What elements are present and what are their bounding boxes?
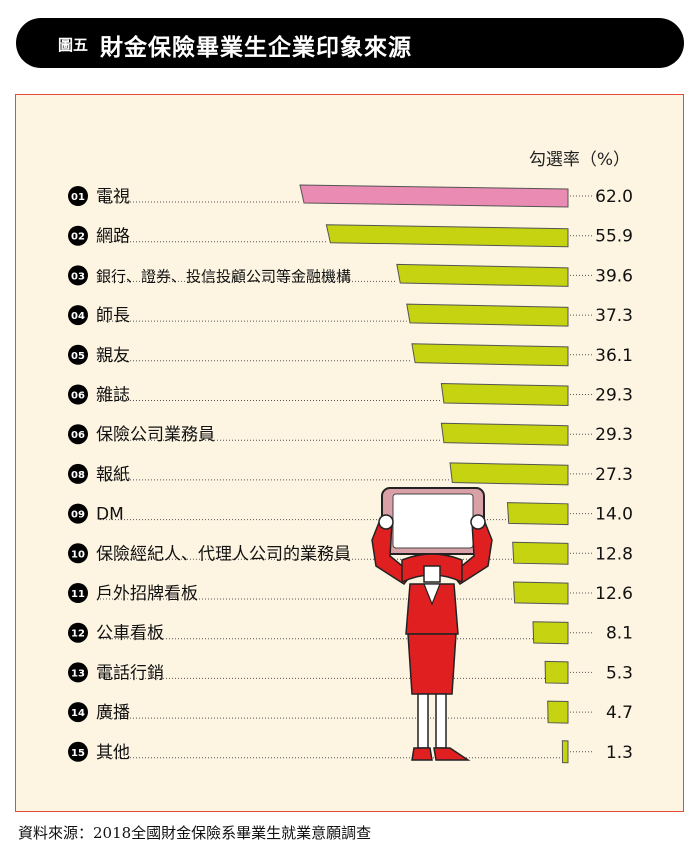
chart-panel bbox=[15, 94, 684, 812]
value-label: 14.0 bbox=[595, 505, 633, 525]
chart-row: 11 戶外招牌看板 12.6 bbox=[68, 581, 633, 605]
value-label: 39.6 bbox=[595, 266, 633, 286]
bar bbox=[449, 462, 569, 486]
rank-badge bbox=[68, 543, 88, 564]
category-label: 廣播 bbox=[96, 703, 130, 723]
bar bbox=[544, 660, 569, 684]
bar bbox=[513, 581, 569, 605]
category-label: 戶外招牌看板 bbox=[96, 584, 198, 604]
data-source-note: 資料來源：2018全國財金保險系畢業生就業意願調查 bbox=[18, 824, 372, 842]
rank-label: 09 bbox=[71, 510, 85, 521]
chart-row: 01 電視 62.0 bbox=[68, 184, 633, 208]
value-label: 27.3 bbox=[595, 465, 633, 485]
rank-label: 06 bbox=[71, 391, 85, 402]
chart-row: 08 報紙 27.3 bbox=[68, 462, 633, 486]
bar bbox=[506, 502, 569, 526]
value-label: 29.3 bbox=[595, 425, 633, 445]
value-label: 36.1 bbox=[595, 346, 633, 366]
bar bbox=[532, 621, 569, 645]
category-label: 保險經紀人、代理人公司的業務員 bbox=[96, 544, 351, 564]
rank-label: 02 bbox=[71, 232, 85, 243]
chart-row: 15 其他 1.3 bbox=[68, 740, 633, 764]
rank-badge bbox=[68, 503, 88, 524]
rank-label: 08 bbox=[71, 470, 85, 481]
bar bbox=[396, 263, 569, 287]
chart-row: 06 雜誌 29.3 bbox=[68, 382, 633, 407]
value-label: 4.7 bbox=[606, 703, 633, 723]
value-label: 12.8 bbox=[595, 544, 633, 564]
bar bbox=[512, 541, 569, 565]
bar bbox=[411, 343, 569, 367]
value-label: 55.9 bbox=[595, 227, 633, 247]
category-label: 保險公司業務員 bbox=[96, 425, 215, 445]
chart-row: 02 網路 55.9 bbox=[68, 224, 633, 248]
rank-badge bbox=[68, 225, 88, 246]
rank-label: 14 bbox=[71, 708, 85, 719]
bar bbox=[440, 422, 569, 446]
bar bbox=[547, 700, 569, 724]
woman-holding-tablet-illustration bbox=[371, 487, 493, 761]
category-label: 網路 bbox=[96, 227, 130, 247]
category-label: 師長 bbox=[96, 306, 130, 326]
category-label: 銀行、證券、投信投顧公司等金融機構 bbox=[96, 267, 351, 285]
rank-badge bbox=[68, 305, 88, 326]
rank-label: 15 bbox=[71, 748, 85, 759]
rank-badge bbox=[68, 622, 88, 643]
rank-label: 13 bbox=[71, 668, 85, 679]
category-label: 公車看板 bbox=[96, 624, 164, 644]
value-label: 37.3 bbox=[595, 306, 633, 326]
rank-label: 01 bbox=[71, 192, 85, 203]
value-label: 1.3 bbox=[606, 743, 633, 763]
rank-badge bbox=[68, 702, 88, 723]
rank-label: 03 bbox=[71, 271, 85, 282]
chart-row: 04 師長 37.3 bbox=[68, 303, 633, 327]
rank-label: 10 bbox=[71, 549, 85, 560]
chart-row: 13 電話行銷 5.3 bbox=[68, 660, 633, 684]
rank-badge bbox=[68, 741, 88, 762]
rank-label: 11 bbox=[71, 589, 85, 600]
chart-row: 10 保險經紀人、代理人公司的業務員 12.8 bbox=[68, 541, 633, 565]
rank-badge bbox=[68, 662, 88, 683]
category-label: DM bbox=[96, 505, 124, 525]
rank-label: 04 bbox=[71, 311, 85, 322]
chart-row: 05 親友 36.1 bbox=[68, 343, 633, 367]
rank-badge bbox=[68, 463, 88, 484]
value-label: 8.1 bbox=[606, 624, 633, 644]
bar bbox=[299, 184, 569, 208]
rank-badge bbox=[68, 265, 88, 286]
unit-label: 勾選率（%） bbox=[529, 150, 630, 170]
chart-row: 03 銀行、證券、投信投顧公司等金融機構 39.6 bbox=[68, 263, 633, 287]
rank-badge bbox=[68, 344, 88, 365]
value-label: 12.6 bbox=[595, 584, 633, 604]
category-label: 雜誌 bbox=[96, 386, 130, 406]
bar bbox=[440, 382, 569, 407]
category-label: 電視 bbox=[96, 187, 130, 207]
rank-badge bbox=[68, 424, 88, 445]
rank-label: 05 bbox=[71, 351, 85, 362]
title-bar: 圖五 財金保險畢業生企業印象來源 bbox=[16, 18, 684, 68]
rank-label: 12 bbox=[71, 629, 85, 640]
bar bbox=[561, 740, 569, 764]
figure-number: 圖五 bbox=[58, 36, 89, 54]
category-label: 報紙 bbox=[96, 465, 130, 485]
chart-title: 財金保險畢業生企業印象來源 bbox=[100, 35, 412, 61]
bar bbox=[406, 303, 569, 327]
category-label: 親友 bbox=[96, 346, 130, 366]
category-label: 電話行銷 bbox=[96, 663, 164, 683]
rank-label: 06 bbox=[71, 430, 85, 441]
chart-row: 06 保險公司業務員 29.3 bbox=[68, 422, 633, 446]
value-label: 29.3 bbox=[595, 386, 633, 406]
value-label: 62.0 bbox=[595, 187, 633, 207]
bar-chart: 勾選率（%） 01 電視 62.0 02 網路 55.9 03 銀行、證券、投信投顧公司等金融… bbox=[68, 150, 633, 764]
rank-badge bbox=[68, 186, 88, 206]
bar bbox=[325, 224, 569, 248]
value-label: 5.3 bbox=[606, 663, 633, 683]
chart-row: 14 廣播 4.7 bbox=[68, 700, 633, 724]
chart-row: 12 公車看板 8.1 bbox=[68, 621, 633, 645]
category-label: 其他 bbox=[96, 743, 130, 763]
chart-row: 09 DM 14.0 bbox=[68, 502, 633, 526]
rank-badge bbox=[68, 384, 88, 405]
rank-badge bbox=[68, 583, 88, 603]
